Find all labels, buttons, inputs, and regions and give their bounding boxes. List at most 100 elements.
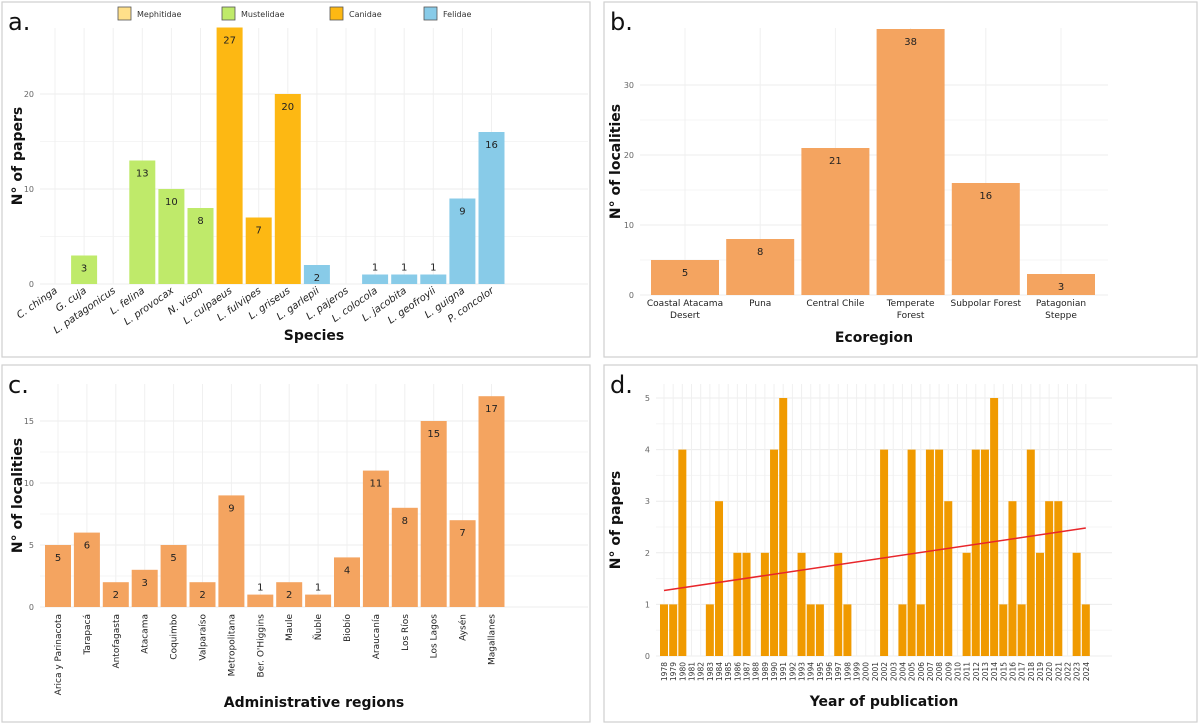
data-label: 16 (979, 191, 992, 202)
bar-l-guigna (449, 198, 476, 284)
x-tick-label: 1982 (697, 662, 706, 681)
y-tick-label: 2 (645, 549, 650, 558)
x-tick-label: 1983 (706, 662, 715, 681)
bar-l-felina (129, 160, 156, 284)
bar-n-vison (187, 208, 214, 284)
x-tick-label: 2021 (1054, 662, 1063, 681)
x-tick-label: 2005 (908, 662, 917, 681)
x-tick-label: 2001 (871, 662, 880, 681)
legend-item-canidae: Canidae (329, 6, 382, 21)
x-axis-title: Species (284, 328, 345, 344)
x-tick-label: 2024 (1082, 662, 1091, 681)
x-tick-label: 2019 (1036, 662, 1045, 681)
bar-l-griseus (274, 94, 301, 284)
legend-swatch (117, 6, 132, 21)
bar-2005 (907, 449, 916, 656)
x-tick-label: 2013 (981, 662, 990, 681)
x-tick-label: 2014 (990, 662, 999, 681)
x-tick-label: Magallanes (488, 614, 498, 665)
x-tick-label: 2015 (999, 662, 1008, 681)
x-tick-label: 2017 (1018, 662, 1027, 681)
bar-1998 (843, 604, 852, 656)
x-tick-label: 1986 (733, 662, 742, 681)
bar-los-lagos (420, 421, 447, 607)
data-label: 9 (228, 503, 234, 514)
bar-2012 (971, 449, 980, 656)
bar-p-concolor (478, 132, 505, 284)
data-label: 5 (170, 553, 176, 564)
data-label: 20 (281, 102, 294, 113)
y-tick-label: 0 (629, 291, 634, 300)
x-tick-label: 1997 (834, 662, 843, 681)
bar-2017 (1017, 604, 1026, 656)
bar-1979 (669, 604, 678, 656)
bar-maule (276, 582, 303, 607)
bar-l-fulvipes (245, 217, 272, 284)
x-tick-label: 1978 (660, 662, 669, 681)
bar-l-colocola (362, 274, 389, 284)
y-tick-label: 20 (24, 90, 34, 99)
x-tick-label: 1989 (761, 662, 770, 681)
x-tick-label: Ñuble (313, 614, 324, 641)
bar-ber-o-higgins (247, 594, 274, 607)
x-tick-label: 1985 (724, 662, 733, 681)
data-label: 1 (315, 583, 321, 594)
data-label: 1 (257, 583, 263, 594)
x-tick-label: 1980 (678, 662, 687, 681)
data-label: 38 (904, 37, 917, 48)
bar-tarapac- (73, 532, 100, 607)
x-tick-label: Los Ríos (401, 614, 411, 651)
y-tick-label: 10 (24, 479, 34, 488)
bar-coastal-atacama-desert (651, 260, 719, 295)
x-tick-label: 1991 (779, 662, 788, 681)
data-label: 2 (113, 590, 119, 601)
panel-label: a. (8, 8, 30, 36)
legend-label: Mustelidae (241, 10, 285, 19)
bar-2009 (944, 501, 953, 656)
y-tick-label: 10 (624, 221, 634, 230)
bar-l-geofroyii (420, 274, 447, 284)
bar-2004 (898, 604, 907, 656)
legend-swatch (423, 6, 438, 21)
x-tick-label: Tarapacá (83, 614, 93, 655)
trend-line (663, 527, 1086, 592)
x-tick-label: 2002 (880, 662, 889, 681)
y-axis-title: N° of papers (10, 107, 26, 205)
bar-2018 (1026, 449, 1035, 656)
legend-label: Felidae (443, 10, 472, 19)
y-tick-label: 5 (645, 394, 650, 403)
data-label: 1 (430, 263, 436, 274)
bar-2016 (1008, 501, 1017, 656)
x-tick-label: 2022 (1063, 662, 1072, 681)
bar-los-r-os (391, 507, 418, 607)
x-tick-label: 2016 (1008, 662, 1017, 681)
bar-magallanes (478, 396, 505, 607)
data-label: 3 (142, 578, 148, 589)
bar-1989 (760, 552, 769, 656)
x-tick-label: 1994 (807, 662, 816, 681)
x-tick-label: 2020 (1045, 662, 1054, 681)
data-label: 1 (372, 263, 378, 274)
x-tick-label: 1999 (853, 662, 862, 681)
data-label: 8 (197, 216, 203, 227)
data-label: 3 (1058, 282, 1064, 293)
data-label: 2 (286, 590, 292, 601)
bar-2013 (980, 449, 989, 656)
x-tick-label: 1993 (798, 662, 807, 681)
x-tick-label: Araucanía (372, 614, 382, 659)
data-label: 21 (829, 156, 842, 167)
x-tick-label: 2018 (1027, 662, 1036, 681)
x-tick-label: 1984 (715, 662, 724, 681)
bar--uble (305, 594, 332, 607)
bar-1980 (678, 449, 687, 656)
x-tick-label: 2006 (917, 662, 926, 681)
bar-2023 (1072, 552, 1081, 656)
panel-label: c. (8, 371, 29, 399)
data-label: 4 (344, 565, 350, 576)
data-label: 17 (485, 404, 498, 415)
bar-arica-y-parinacota (45, 545, 71, 607)
data-label: 16 (485, 140, 498, 151)
bar-atacama (131, 569, 158, 607)
